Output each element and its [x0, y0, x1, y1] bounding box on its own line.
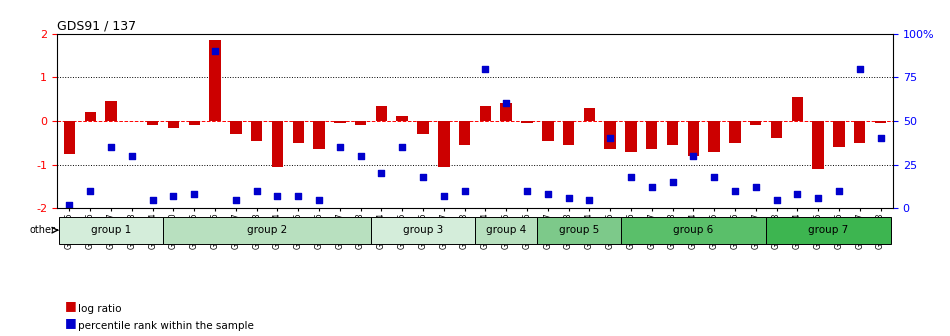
- Point: [124, 153, 140, 159]
- Bar: [750, 121, 762, 125]
- Bar: [85, 112, 96, 121]
- Bar: [562, 121, 575, 145]
- Point: [62, 202, 77, 208]
- Text: log ratio: log ratio: [78, 304, 122, 314]
- Point: [415, 174, 430, 179]
- Point: [457, 188, 472, 194]
- Point: [749, 185, 764, 190]
- Point: [561, 195, 577, 201]
- Point: [520, 188, 535, 194]
- Point: [270, 194, 285, 199]
- Bar: [791, 97, 803, 121]
- Point: [789, 192, 805, 197]
- Bar: [188, 121, 200, 125]
- FancyBboxPatch shape: [475, 217, 538, 244]
- Bar: [646, 121, 657, 149]
- Point: [810, 195, 826, 201]
- Bar: [522, 121, 533, 123]
- Point: [581, 197, 597, 202]
- Point: [623, 174, 638, 179]
- Text: group 5: group 5: [559, 225, 599, 235]
- Point: [728, 188, 743, 194]
- Point: [541, 192, 556, 197]
- Point: [291, 194, 306, 199]
- Bar: [542, 121, 554, 140]
- Point: [186, 192, 201, 197]
- Text: ■: ■: [66, 316, 77, 329]
- Point: [686, 153, 701, 159]
- Bar: [833, 121, 845, 147]
- Bar: [417, 121, 428, 134]
- Bar: [730, 121, 741, 143]
- Bar: [501, 103, 512, 121]
- Point: [166, 194, 181, 199]
- Bar: [334, 121, 346, 123]
- Point: [312, 197, 327, 202]
- FancyBboxPatch shape: [766, 217, 891, 244]
- Bar: [688, 121, 699, 156]
- Bar: [314, 121, 325, 149]
- Bar: [625, 121, 636, 152]
- Point: [249, 188, 264, 194]
- Bar: [812, 121, 824, 169]
- Text: percentile rank within the sample: percentile rank within the sample: [78, 321, 254, 331]
- Text: group 7: group 7: [808, 225, 848, 235]
- Bar: [583, 108, 595, 121]
- Bar: [251, 121, 262, 140]
- Point: [852, 66, 867, 71]
- Point: [394, 144, 409, 150]
- Text: group 6: group 6: [674, 225, 713, 235]
- Bar: [875, 121, 886, 123]
- Point: [104, 144, 119, 150]
- Text: other: other: [30, 225, 56, 235]
- Point: [831, 188, 846, 194]
- Bar: [667, 121, 678, 145]
- Text: ■: ■: [66, 299, 77, 312]
- FancyBboxPatch shape: [163, 217, 371, 244]
- Point: [499, 101, 514, 106]
- Point: [436, 194, 451, 199]
- Bar: [438, 121, 449, 167]
- FancyBboxPatch shape: [620, 217, 766, 244]
- Bar: [604, 121, 616, 149]
- Point: [207, 48, 222, 54]
- Bar: [209, 40, 220, 121]
- Point: [602, 136, 618, 141]
- Point: [228, 197, 243, 202]
- Text: group 4: group 4: [486, 225, 526, 235]
- Point: [478, 66, 493, 71]
- Bar: [459, 121, 470, 145]
- Point: [353, 153, 369, 159]
- Point: [769, 197, 784, 202]
- Bar: [375, 106, 388, 121]
- Bar: [105, 101, 117, 121]
- Point: [644, 185, 659, 190]
- FancyBboxPatch shape: [371, 217, 475, 244]
- Point: [373, 171, 389, 176]
- Point: [83, 188, 98, 194]
- Text: group 1: group 1: [91, 225, 131, 235]
- Bar: [293, 121, 304, 143]
- Bar: [64, 121, 75, 154]
- Bar: [168, 121, 180, 127]
- Bar: [272, 121, 283, 167]
- Bar: [396, 116, 408, 121]
- Bar: [854, 121, 865, 143]
- Bar: [147, 121, 159, 125]
- Bar: [709, 121, 720, 152]
- Point: [332, 144, 348, 150]
- Bar: [230, 121, 241, 134]
- FancyBboxPatch shape: [538, 217, 620, 244]
- Text: group 2: group 2: [247, 225, 287, 235]
- Bar: [480, 106, 491, 121]
- Text: GDS91 / 137: GDS91 / 137: [57, 19, 136, 33]
- Bar: [770, 121, 782, 138]
- FancyBboxPatch shape: [59, 217, 163, 244]
- Bar: [355, 121, 367, 125]
- Point: [873, 136, 888, 141]
- Point: [145, 197, 161, 202]
- Text: group 3: group 3: [403, 225, 443, 235]
- Point: [665, 179, 680, 185]
- Point: [707, 174, 722, 179]
